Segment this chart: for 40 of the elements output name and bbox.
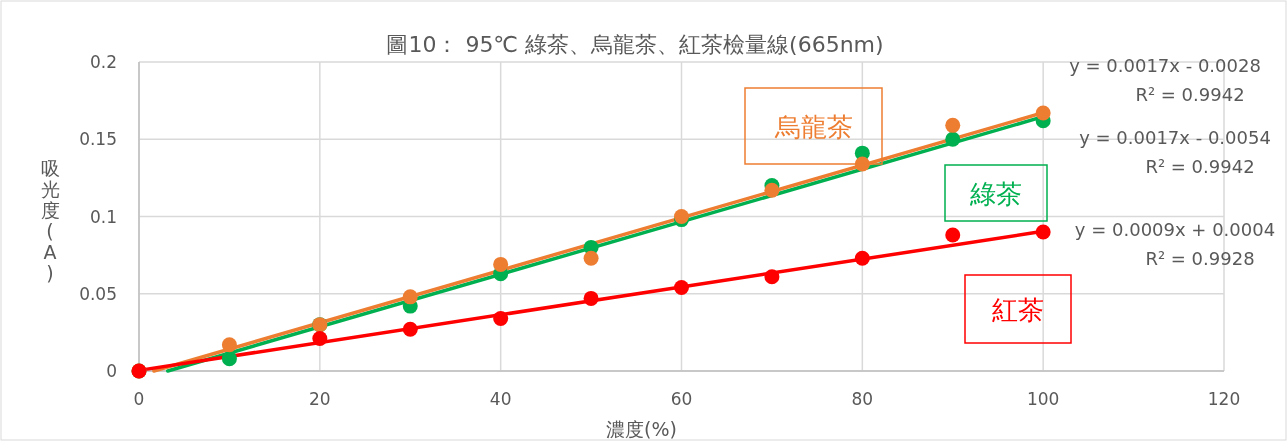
point (312, 331, 328, 347)
point (854, 250, 870, 266)
point (764, 182, 780, 198)
point (674, 209, 689, 224)
y-tick-label: 0.15 (79, 129, 117, 150)
point (493, 310, 509, 326)
text: 紅茶 (992, 295, 1044, 325)
point (674, 280, 689, 296)
annotation: y = 0.0017x - 0.0028 R² = 0.9942 (1069, 55, 1261, 105)
y-tick-label: 0.1 (89, 206, 117, 227)
y-tick-label: 0.2 (89, 52, 117, 72)
point (945, 227, 961, 243)
y-axis-title: 吸光度(A) (40, 157, 60, 284)
point (1035, 105, 1051, 121)
chart-title: 圖10： 95℃ 綠茶、烏龍茶、紅茶檢量線(665nm) (386, 32, 884, 57)
point (764, 269, 780, 285)
annotation: y = 0.0017x - 0.0054 R² = 0.9942 (1079, 127, 1271, 177)
point (945, 131, 961, 147)
point (221, 337, 237, 353)
x-tick-label: 80 (851, 389, 874, 409)
x-tick-label: 20 (309, 389, 331, 409)
point (402, 321, 418, 337)
point (221, 351, 237, 367)
x-axis-title: 濃度(%) (606, 418, 677, 440)
point (402, 289, 418, 305)
x-tick-label: 60 (670, 389, 693, 409)
point (945, 117, 961, 133)
point (583, 290, 599, 306)
x-tick-label: 120 (1207, 389, 1241, 409)
x-tick-label: 40 (489, 389, 512, 409)
point (1035, 224, 1051, 240)
series-label: 烏龍茶 (773, 112, 853, 142)
annotation: y = 0.0009x + 0.0004 R² = 0.9928 (1074, 219, 1276, 269)
point (583, 250, 599, 266)
y-tick-label: 0.05 (79, 283, 117, 304)
point (493, 256, 509, 272)
series-label: 綠茶 (969, 179, 1022, 209)
x-tick-label: 0 (133, 389, 145, 409)
x-tick-label: 100 (1026, 389, 1060, 409)
y-tick-label: 0 (106, 361, 117, 381)
